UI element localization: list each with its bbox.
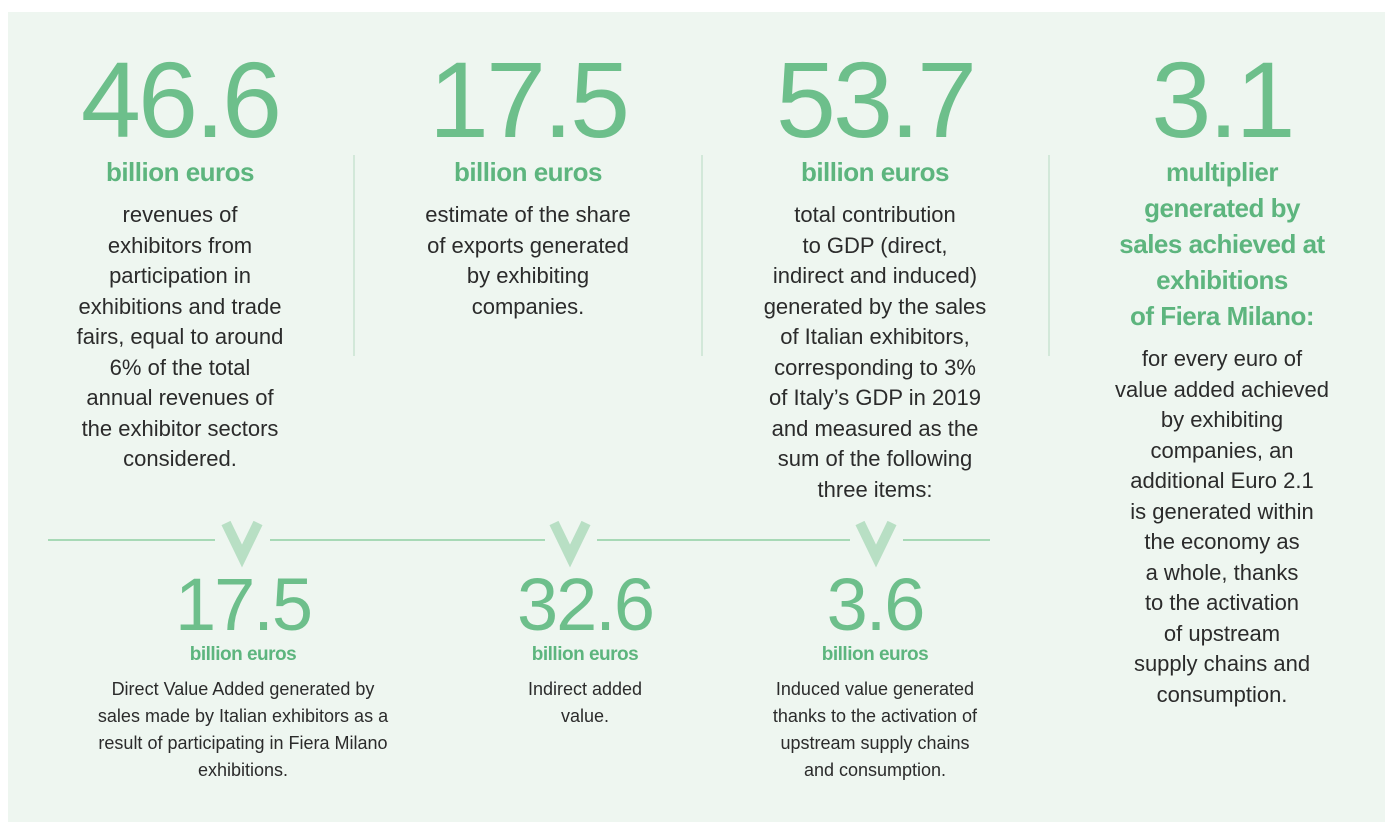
stat-description: and consumption. bbox=[803, 760, 947, 780]
stat-value: 3.6 bbox=[826, 563, 926, 646]
stat-description: total contribution bbox=[794, 202, 956, 227]
stat-unit: billion euros bbox=[105, 157, 255, 187]
stat-description: of upstream bbox=[1163, 620, 1281, 646]
chevron bbox=[549, 520, 591, 568]
bottom-stat: 3.6 billion euros Induced value generated t… bbox=[705, 568, 1045, 784]
stat-description: for every euro of bbox=[1141, 346, 1303, 371]
stat-description: upstream supply chains bbox=[780, 733, 970, 753]
stat-value: 46.6 bbox=[80, 39, 282, 160]
panel bbox=[8, 12, 1385, 822]
stat-description: fairs, equal to around bbox=[76, 324, 284, 349]
stat-unit: sales achieved at bbox=[1119, 229, 1325, 259]
stat-description: 6% of the total bbox=[109, 354, 251, 380]
stat-description: annual revenues of bbox=[86, 385, 274, 410]
stat-description: three items: bbox=[817, 476, 933, 502]
stat-description: Indirect added bbox=[527, 679, 643, 699]
stat-description: a whole, thanks bbox=[1145, 559, 1299, 585]
bottom-stat: 17.5 billion euros Direct Value Added gene… bbox=[73, 568, 413, 784]
stat-description: companies, an bbox=[1150, 437, 1294, 463]
stat-description: companies. bbox=[471, 293, 585, 319]
stat-description: the economy as bbox=[1144, 529, 1300, 554]
stat-description: is generated within bbox=[1130, 498, 1314, 524]
stat-description: exhibitions and trade bbox=[78, 293, 282, 319]
stat-value: 17.5 bbox=[428, 39, 630, 160]
top-stat: 46.6 billion euros revenues of exhibitors f… bbox=[10, 46, 350, 475]
stat-description: estimate of the share bbox=[425, 202, 631, 227]
stat-unit: billion euros bbox=[453, 157, 603, 187]
stat-description: of exports generated bbox=[427, 232, 629, 258]
stat-value: 32.6 bbox=[516, 563, 655, 646]
stat-description: additional Euro 2.1 bbox=[1130, 468, 1314, 493]
stat-description: revenues of bbox=[122, 202, 238, 227]
stat-value: 17.5 bbox=[174, 563, 313, 646]
stat-description: the exhibitor sectors bbox=[81, 415, 279, 441]
stat-description: indirect and induced) bbox=[772, 263, 978, 288]
stat-description: Direct Value Added generated by bbox=[111, 679, 375, 699]
top-stat: 17.5 billion euros estimate of the share of… bbox=[358, 46, 698, 322]
stat-description: of Italy’s GDP in 2019 bbox=[769, 385, 981, 410]
stat-unit: exhibitions bbox=[1156, 265, 1288, 295]
stat-unit: generated by bbox=[1144, 193, 1300, 223]
stat-description: corresponding to 3% bbox=[774, 354, 976, 380]
bottom-stat: 32.6 billion euros Indirect added value. bbox=[415, 568, 755, 730]
stat-description: exhibitors from bbox=[107, 232, 253, 258]
stat-description: sales made by Italian exhibitors as a bbox=[97, 706, 389, 726]
chevron bbox=[221, 520, 263, 568]
stat-description: and measured as the bbox=[771, 415, 979, 441]
stat-description: to the activation bbox=[1144, 590, 1300, 615]
stat-unit: billion euros bbox=[531, 644, 639, 665]
stat-description: by exhibiting bbox=[466, 263, 590, 288]
stat-description: generated by the sales bbox=[763, 293, 987, 319]
stat-description: consumption. bbox=[1156, 681, 1288, 707]
stat-value: 53.7 bbox=[775, 39, 977, 160]
stat-description: value added achieved bbox=[1114, 376, 1330, 402]
stat-description: result of participating in Fiera Milano bbox=[98, 733, 388, 753]
stat-description: value. bbox=[560, 706, 610, 726]
stat-value: 3.1 bbox=[1151, 39, 1295, 160]
stat-unit: multiplier bbox=[1165, 157, 1279, 187]
stat-description: exhibitions. bbox=[197, 760, 289, 780]
stat-description: considered. bbox=[123, 446, 237, 471]
stat-unit: billion euros bbox=[821, 644, 929, 665]
top-stat: 53.7 billion euros total contribution to GD… bbox=[705, 46, 1045, 505]
stat-unit: billion euros bbox=[189, 644, 297, 665]
stat-description: thanks to the activation of bbox=[772, 706, 978, 726]
stat-description: of Italian exhibitors, bbox=[780, 324, 970, 349]
stat-unit: billion euros bbox=[800, 157, 950, 187]
top-stat: 3.1 multiplier generated by sales achieved … bbox=[1052, 46, 1391, 710]
stat-description: sum of the following bbox=[777, 446, 973, 471]
stat-unit: of Fiera Milano: bbox=[1129, 301, 1315, 331]
stat-description: by exhibiting bbox=[1160, 407, 1284, 432]
stat-description: participation in bbox=[109, 263, 251, 288]
stat-description: to GDP (direct, bbox=[802, 232, 948, 258]
stat-description: Induced value generated bbox=[775, 679, 975, 699]
stat-description: supply chains and bbox=[1133, 651, 1311, 676]
chevron bbox=[855, 520, 897, 568]
